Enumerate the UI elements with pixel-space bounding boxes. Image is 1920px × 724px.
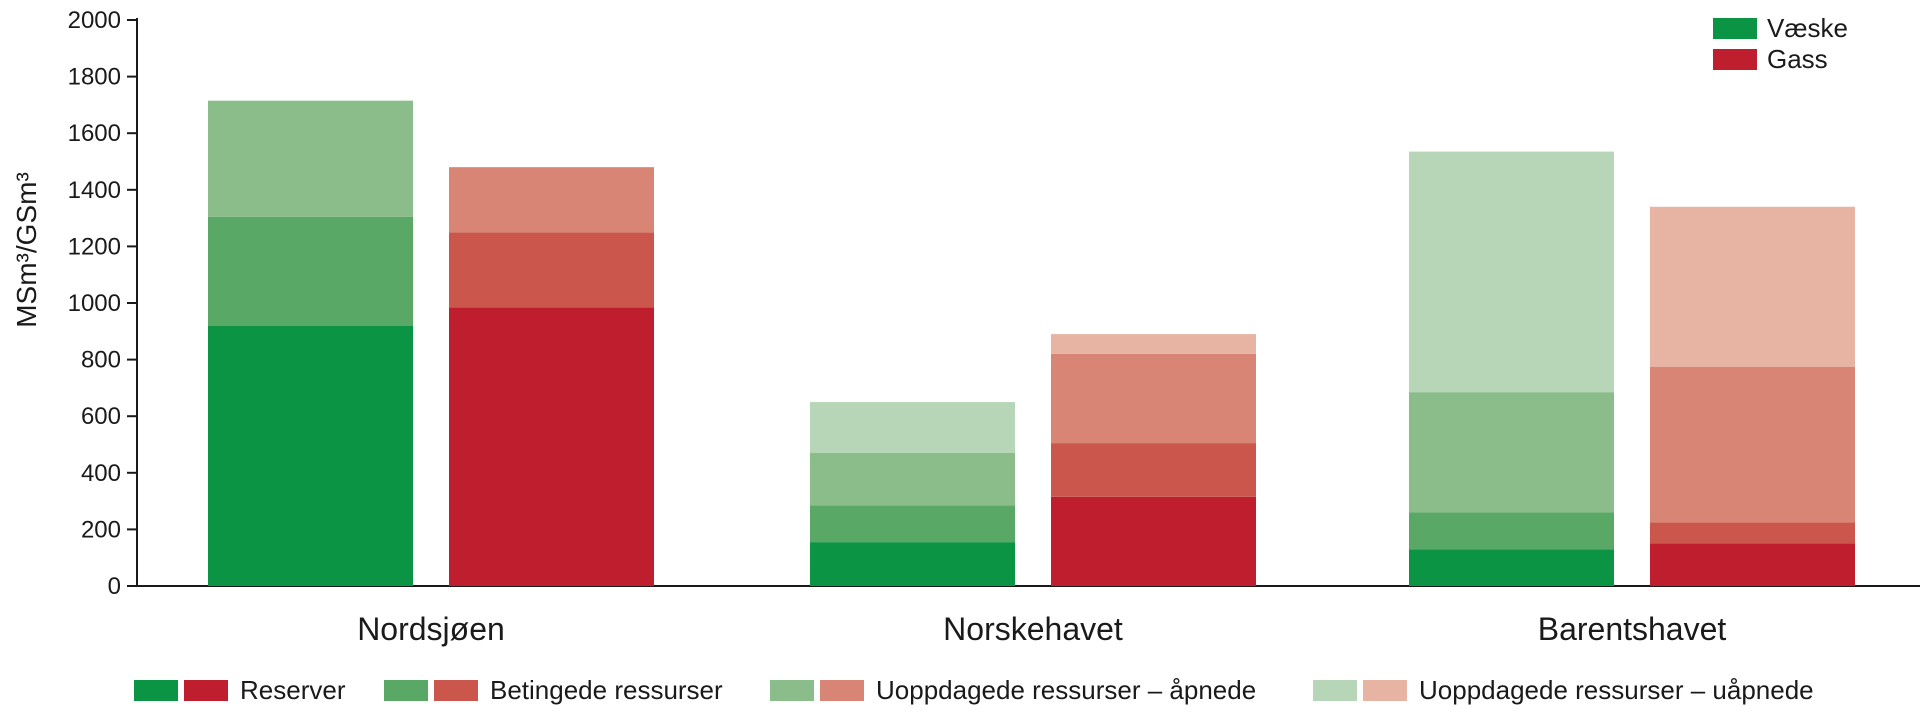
legend-swatch [184, 680, 228, 701]
bar-væske-layer-2-0 [208, 100, 413, 217]
legend-swatch [434, 680, 478, 701]
legend-swatch [384, 680, 428, 701]
y-tick-label: 0 [108, 573, 121, 600]
y-tick-label: 400 [81, 460, 121, 487]
y-tick-label: 1800 [68, 64, 121, 91]
legend-swatch [1713, 18, 1757, 39]
bar-væske-layer-0-2 [1409, 549, 1614, 586]
legend-label: Betingede ressurser [490, 675, 723, 705]
bar-gass-layer-2-0 [449, 167, 654, 233]
category-label: Norskehavet [943, 611, 1123, 647]
bar-væske-layer-1-2 [1409, 512, 1614, 550]
y-tick-label: 1600 [68, 120, 121, 147]
legend-swatch [770, 680, 814, 701]
legend-label: Gass [1767, 44, 1828, 74]
legend-bottom: Reserver Betingede ressurser Uoppdagede re… [134, 675, 1814, 705]
y-tick-label: 2000 [68, 7, 121, 34]
category-label: Barentshavet [1538, 611, 1727, 647]
bar-gass-layer-3-2 [1650, 206, 1855, 367]
bar-væske-layer-3-1 [810, 402, 1015, 453]
bar-gass-layer-3-1 [1051, 334, 1256, 354]
bars [208, 100, 1855, 586]
bar-væske-layer-1-0 [208, 216, 413, 326]
bar-gass-layer-0-1 [1051, 496, 1256, 586]
category-labels: Nordsjøen Norskehavet Barentshavet [357, 611, 1726, 647]
y-tick-label: 1200 [68, 233, 121, 260]
bar-gass-layer-1-2 [1650, 522, 1855, 544]
legend-swatch [1363, 680, 1407, 701]
legend-swatch [820, 680, 864, 701]
bar-væske-layer-0-0 [208, 325, 413, 586]
bar-gass-layer-0-2 [1650, 543, 1855, 586]
legend-swatch [134, 680, 178, 701]
bar-gass-layer-2-2 [1650, 366, 1855, 523]
legend-swatch [1713, 49, 1757, 70]
bar-væske-layer-2-2 [1409, 392, 1614, 513]
legend-label: Uoppdagede ressurser – uåpnede [1419, 675, 1814, 705]
bar-væske-layer-3-2 [1409, 151, 1614, 393]
bar-gass-layer-0-0 [449, 307, 654, 586]
y-axis-label: MSm³/GSm³ [11, 172, 42, 328]
legend-swatch [1313, 680, 1357, 701]
legend-label: Uoppdagede ressurser – åpnede [876, 675, 1256, 705]
legend-label: Reserver [240, 675, 346, 705]
axes: 0 200 400 600 800 1000 1200 1400 1600 1800 2000 [68, 7, 1920, 600]
category-label: Nordsjøen [357, 611, 505, 647]
y-tick-label: 1400 [68, 177, 121, 204]
y-tick-label: 1000 [68, 290, 121, 317]
bar-gass-layer-2-1 [1051, 353, 1256, 444]
legend-label: Væske [1767, 13, 1848, 43]
y-tick-label: 600 [81, 403, 121, 430]
y-tick-label: 200 [81, 516, 121, 543]
bar-gass-layer-1-0 [449, 232, 654, 308]
y-tick-label: 800 [81, 347, 121, 374]
bar-gass-layer-1-1 [1051, 443, 1256, 497]
bar-væske-layer-1-1 [810, 505, 1015, 543]
bar-væske-layer-2-1 [810, 452, 1015, 506]
bar-væske-layer-0-1 [810, 542, 1015, 586]
